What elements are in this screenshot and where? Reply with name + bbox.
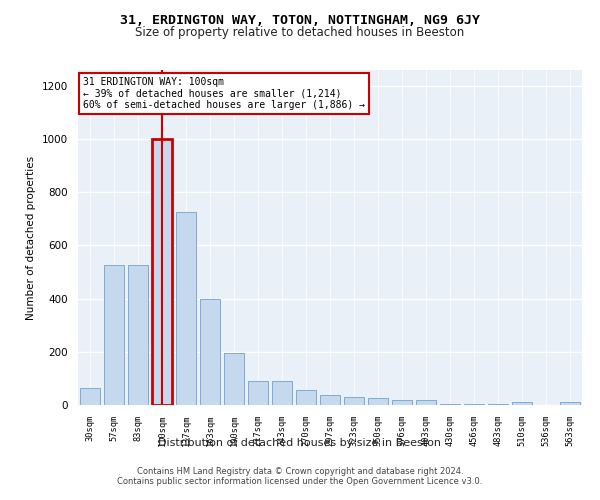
Bar [368,398,388,405]
Bar [200,298,220,405]
Bar [272,381,292,405]
Bar [224,352,244,405]
Bar [80,388,100,405]
Y-axis label: Number of detached properties: Number of detached properties [26,156,37,320]
Bar [488,404,508,405]
Text: Distribution of detached houses by size in Beeston: Distribution of detached houses by size … [158,438,442,448]
Text: 31, ERDINGTON WAY, TOTON, NOTTINGHAM, NG9 6JY: 31, ERDINGTON WAY, TOTON, NOTTINGHAM, NG… [120,14,480,27]
Bar [104,266,124,405]
Bar [128,266,148,405]
Bar [392,400,412,405]
Bar [560,402,580,405]
Bar [416,400,436,405]
Bar [320,395,340,405]
Text: Contains HM Land Registry data © Crown copyright and database right 2024.: Contains HM Land Registry data © Crown c… [137,467,463,476]
Text: Contains public sector information licensed under the Open Government Licence v3: Contains public sector information licen… [118,477,482,486]
Bar [248,381,268,405]
Bar [176,212,196,405]
Bar [152,139,172,405]
Bar [464,404,484,405]
Text: Size of property relative to detached houses in Beeston: Size of property relative to detached ho… [136,26,464,39]
Text: 31 ERDINGTON WAY: 100sqm
← 39% of detached houses are smaller (1,214)
60% of sem: 31 ERDINGTON WAY: 100sqm ← 39% of detach… [83,76,365,110]
Bar [512,402,532,405]
Bar [296,390,316,405]
Bar [344,397,364,405]
Bar [440,404,460,405]
